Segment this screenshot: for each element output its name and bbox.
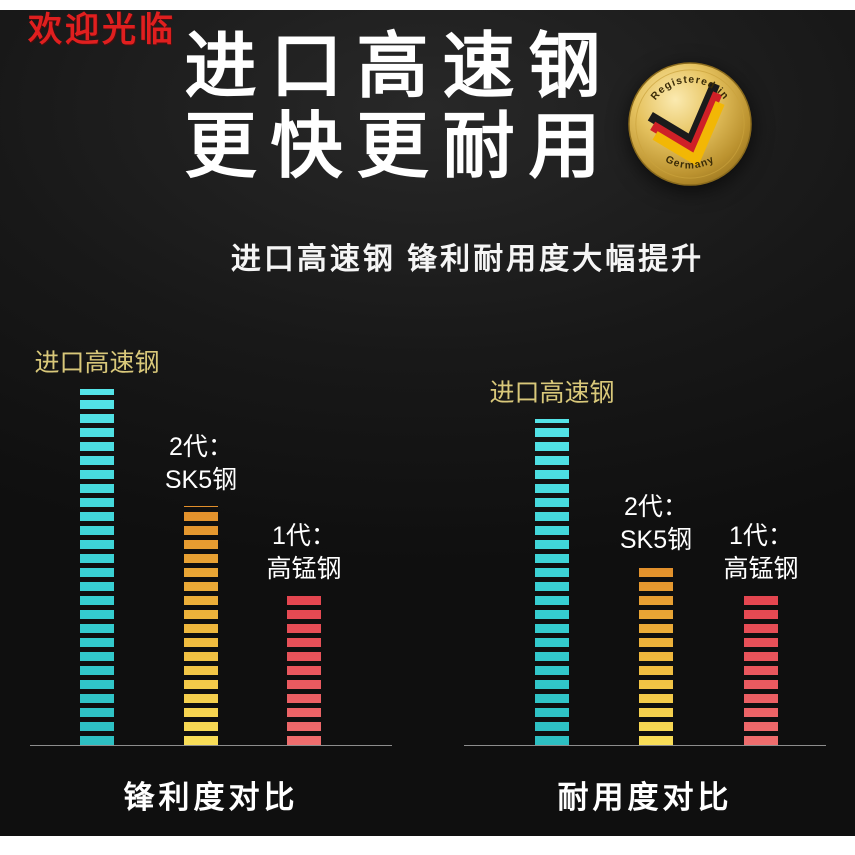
chart-sharpness: 进口高速钢 2代： SK5钢 1代： 高锰钢 锋利度	[30, 336, 392, 817]
bar-group-manganese-steel: 1代： 高锰钢	[691, 520, 831, 745]
bar-label-imported-steel: 进口高速钢	[489, 379, 615, 407]
bar-manganese-steel	[287, 595, 321, 745]
chart-durability: 进口高速钢 2代： SK5钢 1代： 高锰钢 耐用度	[464, 336, 826, 817]
bar-label-manganese-steel: 1代： 高锰钢	[266, 522, 342, 583]
bar-group-imported-steel: 进口高速钢	[27, 347, 167, 745]
chart-sharpness-plot: 进口高速钢 2代： SK5钢 1代： 高锰钢	[30, 336, 392, 746]
bar-imported-steel	[535, 419, 569, 745]
bar-manganese-steel	[744, 595, 778, 745]
axis-baseline	[464, 745, 826, 746]
bar-label-manganese-steel: 1代： 高锰钢	[723, 522, 799, 583]
chart-title-durability: 耐用度对比	[557, 780, 733, 815]
axis-baseline	[30, 745, 392, 746]
bar-label-sk5-steel: 2代： SK5钢	[619, 493, 693, 554]
bar-label-sk5-steel: 2代： SK5钢	[164, 433, 238, 494]
bar-label-imported-steel: 进口高速钢	[34, 349, 160, 377]
chart-durability-plot: 进口高速钢 2代： SK5钢 1代： 高锰钢	[464, 336, 826, 746]
main-title: 进口高速钢 更快更耐用	[0, 27, 827, 188]
main-title-line2: 更快更耐用	[184, 106, 615, 187]
welcome-text: 欢迎光临	[28, 11, 176, 49]
badge-text-bottom: Germany	[663, 154, 715, 171]
bar-imported-steel	[80, 389, 114, 745]
svg-text:Germany: Germany	[663, 154, 716, 171]
germany-registered-badge: Registered in Germany	[628, 62, 752, 186]
bar-sk5-steel	[184, 506, 218, 745]
badge-outer-ring	[628, 62, 752, 186]
bar-group-sk5-steel: 2代： SK5钢	[131, 431, 271, 745]
badge-gold-circle	[628, 62, 752, 186]
bar-group-manganese-steel: 1代： 高锰钢	[234, 520, 374, 745]
badge-inner-ring	[635, 69, 745, 179]
subtitle: 进口高速钢 锋利耐用度大幅提升	[230, 243, 705, 276]
bar-sk5-steel	[639, 566, 673, 745]
main-title-line1: 进口高速钢	[184, 27, 615, 107]
german-flag-ribbon-icon	[647, 81, 725, 167]
bar-group-imported-steel: 进口高速钢	[482, 377, 622, 745]
bar-group-sk5-steel: 2代： SK5钢	[586, 491, 726, 745]
chart-title-sharpness: 锋利度对比	[123, 780, 299, 815]
